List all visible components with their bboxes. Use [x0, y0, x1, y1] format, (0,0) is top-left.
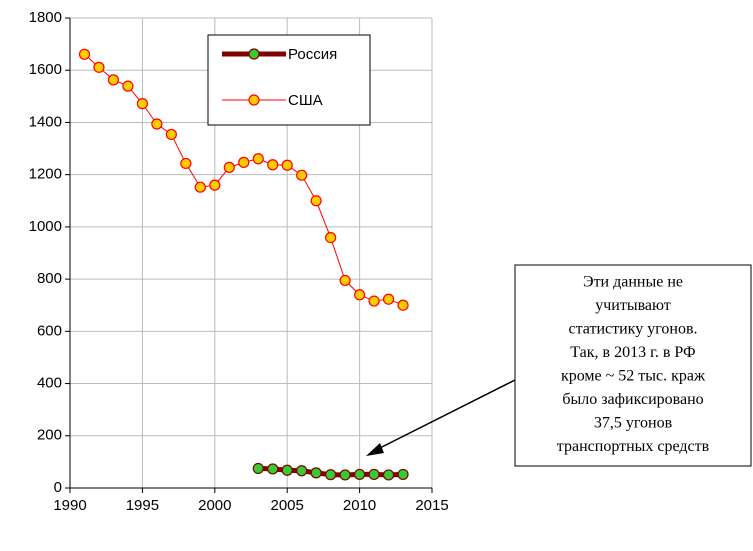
marker: [325, 231, 337, 244]
marker: [397, 468, 409, 481]
x-tick-label: 2010: [343, 497, 376, 514]
marker: [281, 159, 293, 171]
annotation-text: было зафиксировано: [562, 391, 703, 408]
legend-label: США: [288, 92, 323, 109]
marker: [165, 128, 177, 141]
annotation-box: [514, 264, 752, 467]
y-tick-label: 600: [37, 322, 62, 339]
marker: [252, 462, 264, 475]
y-tick-label: 800: [37, 270, 62, 287]
marker: [325, 469, 337, 481]
marker: [180, 157, 192, 170]
marker: [78, 48, 91, 60]
marker: [238, 156, 250, 168]
marker: [397, 299, 409, 311]
marker: [296, 465, 308, 477]
x-tick-label: 2000: [198, 497, 231, 514]
marker: [281, 464, 293, 476]
annotation-text: статистику угонов.: [568, 321, 697, 338]
marker: [310, 195, 322, 207]
marker: [339, 274, 351, 287]
annotation-arrow: [371, 379, 516, 453]
legend-label: Россия: [288, 46, 337, 63]
marker: [107, 74, 120, 86]
marker: [354, 289, 366, 301]
annotation-text: кроме ~ 52 тыс. краж: [561, 368, 706, 385]
annotation-text: учитывают: [595, 297, 671, 314]
marker: [368, 295, 380, 307]
legend-marker: [248, 48, 260, 60]
y-tick-label: 1000: [29, 218, 62, 235]
x-tick-label: 1990: [53, 497, 86, 514]
marker: [267, 463, 279, 475]
marker: [339, 469, 351, 481]
marker: [354, 468, 366, 481]
annotation-text: Эти данные не: [583, 274, 683, 291]
marker: [267, 159, 279, 171]
y-tick-label: 1600: [29, 61, 62, 78]
legend-box: [207, 34, 371, 126]
marker: [368, 468, 380, 481]
marker: [151, 118, 163, 130]
marker: [296, 169, 308, 181]
marker: [310, 467, 322, 479]
marker: [382, 293, 395, 305]
y-tick-label: 0: [54, 479, 62, 496]
annotation-text: транспортных средств: [557, 438, 710, 455]
marker: [252, 153, 264, 165]
x-tick-label: 1995: [126, 497, 159, 514]
x-tick-label: 2005: [271, 497, 304, 514]
marker: [194, 181, 206, 193]
legend-marker: [248, 94, 260, 106]
marker: [382, 469, 395, 481]
marker: [93, 61, 105, 73]
y-tick-label: 1800: [29, 9, 62, 26]
annotation-text: 37,5 угонов: [594, 415, 673, 432]
y-tick-label: 1200: [29, 166, 62, 183]
x-tick-label: 2015: [415, 497, 448, 514]
marker: [136, 98, 148, 110]
marker: [122, 80, 134, 92]
y-tick-label: 200: [37, 427, 62, 444]
y-tick-label: 1400: [29, 113, 62, 130]
marker: [223, 161, 235, 173]
arrow-head: [366, 443, 384, 456]
annotation-text: Так, в 2013 г. в РФ: [570, 344, 695, 361]
marker: [209, 179, 221, 191]
y-tick-label: 400: [37, 375, 62, 392]
